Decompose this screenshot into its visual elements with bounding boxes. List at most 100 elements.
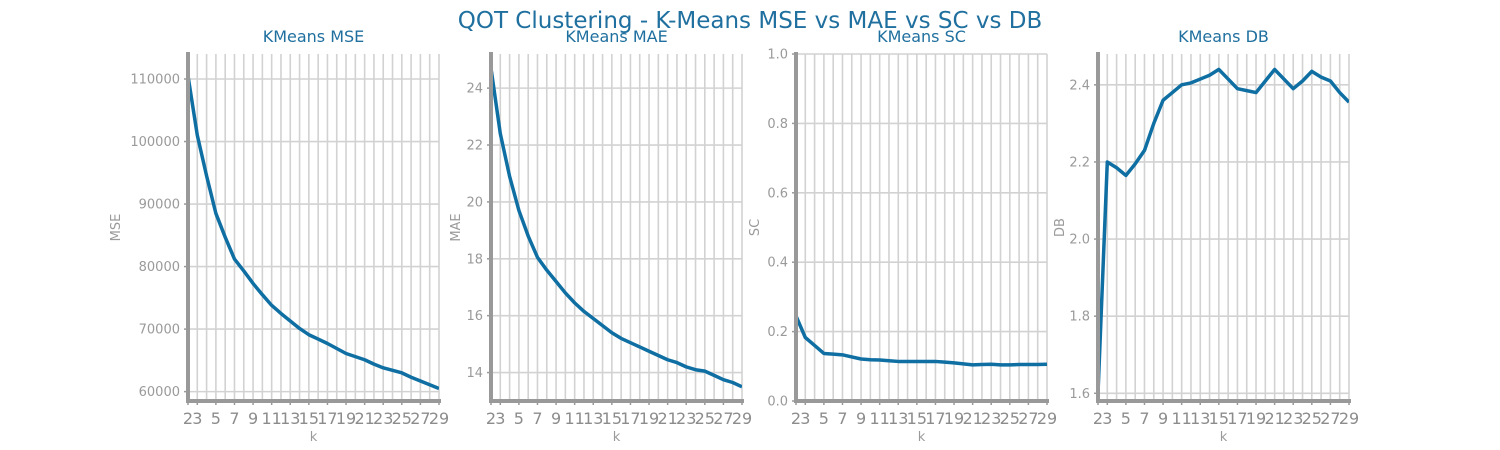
y-tick-label: 24 — [466, 82, 483, 97]
y-tick-label: 70000 — [139, 323, 180, 338]
y-axis-label: MAE — [449, 213, 464, 241]
x-tick-label: 5 — [819, 409, 829, 428]
x-tick-label: 11 — [869, 409, 889, 428]
x-tick-label: 25 — [695, 409, 715, 428]
y-axis-label: MSE — [109, 214, 124, 242]
y-tick-label: 110000 — [130, 73, 180, 88]
y-tick-label: 1.8 — [1069, 310, 1090, 325]
x-tick-label: 7 — [532, 409, 542, 428]
x-tick-label: 25 — [1000, 409, 1020, 428]
x-tick-label: 2 — [791, 409, 801, 428]
y-axis-label: SC — [748, 219, 763, 236]
x-tick-label: 11 — [564, 409, 584, 428]
y-tick-label: 0.2 — [767, 325, 788, 340]
y-axis-label: DB — [1053, 218, 1068, 237]
x-tick-label: 23 — [1283, 409, 1303, 428]
x-axis-label: k — [1220, 430, 1228, 445]
x-tick-label: 17 — [317, 409, 337, 428]
y-tick-label: 0.0 — [767, 395, 788, 410]
x-tick-label: 15 — [907, 409, 927, 428]
series-line — [1098, 67, 1349, 394]
x-tick-label: 7 — [837, 409, 847, 428]
x-tick-label: 9 — [1158, 409, 1168, 428]
y-tick-label: 2.0 — [1069, 233, 1090, 248]
x-tick-label: 15 — [1209, 409, 1229, 428]
x-axis-label: k — [310, 430, 318, 445]
y-tick-label: 18 — [466, 252, 483, 267]
x-tick-label: 5 — [211, 409, 221, 428]
x-tick-label: 3 — [800, 409, 810, 428]
x-tick-label: 13 — [583, 409, 603, 428]
x-tick-label: 3 — [1102, 409, 1112, 428]
x-tick-label: 15 — [299, 409, 319, 428]
x-tick-label: 2 — [183, 409, 193, 428]
x-tick-label: 29 — [429, 409, 449, 428]
x-tick-label: 13 — [888, 409, 908, 428]
x-tick-label: 13 — [280, 409, 300, 428]
chart-panel-4: 1.61.82.02.22.42 3 5 7 9 11131517192123252729… — [1053, 27, 1359, 445]
y-tick-label: 0.4 — [767, 256, 788, 271]
x-axis-label: k — [613, 430, 621, 445]
x-tick-label: 23 — [981, 409, 1001, 428]
x-tick-label: 21 — [657, 409, 677, 428]
x-tick-label: 15 — [602, 409, 622, 428]
x-tick-label: 7 — [229, 409, 239, 428]
y-tick-label: 2.2 — [1069, 155, 1090, 170]
x-tick-label: 21 — [962, 409, 982, 428]
figure-title: QOT Clustering - K-Means MSE vs MAE vs S… — [458, 8, 1043, 34]
x-axis-label: k — [918, 430, 926, 445]
y-tick-label: 0.8 — [767, 117, 788, 132]
x-tick-label: 25 — [1302, 409, 1322, 428]
x-tick-label: 25 — [392, 409, 412, 428]
y-tick-label: 20 — [466, 195, 483, 210]
x-tick-label: 17 — [925, 409, 945, 428]
x-tick-label: 19 — [1246, 409, 1266, 428]
x-tick-label: 29 — [1037, 409, 1057, 428]
x-tick-label: 9 — [248, 409, 258, 428]
x-tick-label: 5 — [1121, 409, 1131, 428]
x-tick-label: 23 — [676, 409, 696, 428]
chart-title: KMeans MAE — [565, 27, 667, 46]
y-tick-label: 1.6 — [1069, 387, 1090, 402]
series-line — [491, 67, 742, 389]
y-tick-label: 90000 — [139, 198, 180, 213]
x-tick-label: 21 — [354, 409, 374, 428]
x-tick-label: 21 — [1264, 409, 1284, 428]
x-tick-label: 17 — [620, 409, 640, 428]
x-tick-label: 2 — [486, 409, 496, 428]
x-tick-label: 3 — [192, 409, 202, 428]
y-tick-label: 0.6 — [767, 186, 788, 201]
x-tick-label: 11 — [261, 409, 281, 428]
y-tick-label: 14 — [466, 366, 483, 381]
x-tick-label: 29 — [732, 409, 752, 428]
x-tick-label: 19 — [944, 409, 964, 428]
series-line — [796, 315, 1047, 367]
y-tick-label: 16 — [466, 309, 483, 324]
x-tick-label: 27 — [1018, 409, 1038, 428]
x-tick-label: 3 — [495, 409, 505, 428]
x-tick-label: 27 — [713, 409, 733, 428]
x-tick-label: 27 — [1320, 409, 1340, 428]
chart-panel-3: 0.00.20.40.60.81.02 3 5 7 9 11131517192123252… — [748, 27, 1057, 445]
y-tick-label: 22 — [466, 139, 483, 154]
y-tick-label: 100000 — [130, 135, 180, 150]
x-tick-label: 11 — [1171, 409, 1191, 428]
x-tick-label: 9 — [551, 409, 561, 428]
chart-title: KMeans MSE — [263, 27, 365, 46]
x-tick-label: 7 — [1139, 409, 1149, 428]
x-tick-label: 29 — [1339, 409, 1359, 428]
y-tick-label: 1.0 — [767, 48, 788, 63]
y-tick-label: 60000 — [139, 385, 180, 400]
x-tick-label: 19 — [639, 409, 659, 428]
x-tick-label: 27 — [410, 409, 430, 428]
chart-title: KMeans SC — [877, 27, 966, 46]
y-tick-label: 80000 — [139, 260, 180, 275]
x-tick-label: 9 — [856, 409, 866, 428]
x-tick-label: 2 — [1093, 409, 1103, 428]
y-tick-label: 2.4 — [1069, 78, 1090, 93]
x-tick-label: 5 — [514, 409, 524, 428]
